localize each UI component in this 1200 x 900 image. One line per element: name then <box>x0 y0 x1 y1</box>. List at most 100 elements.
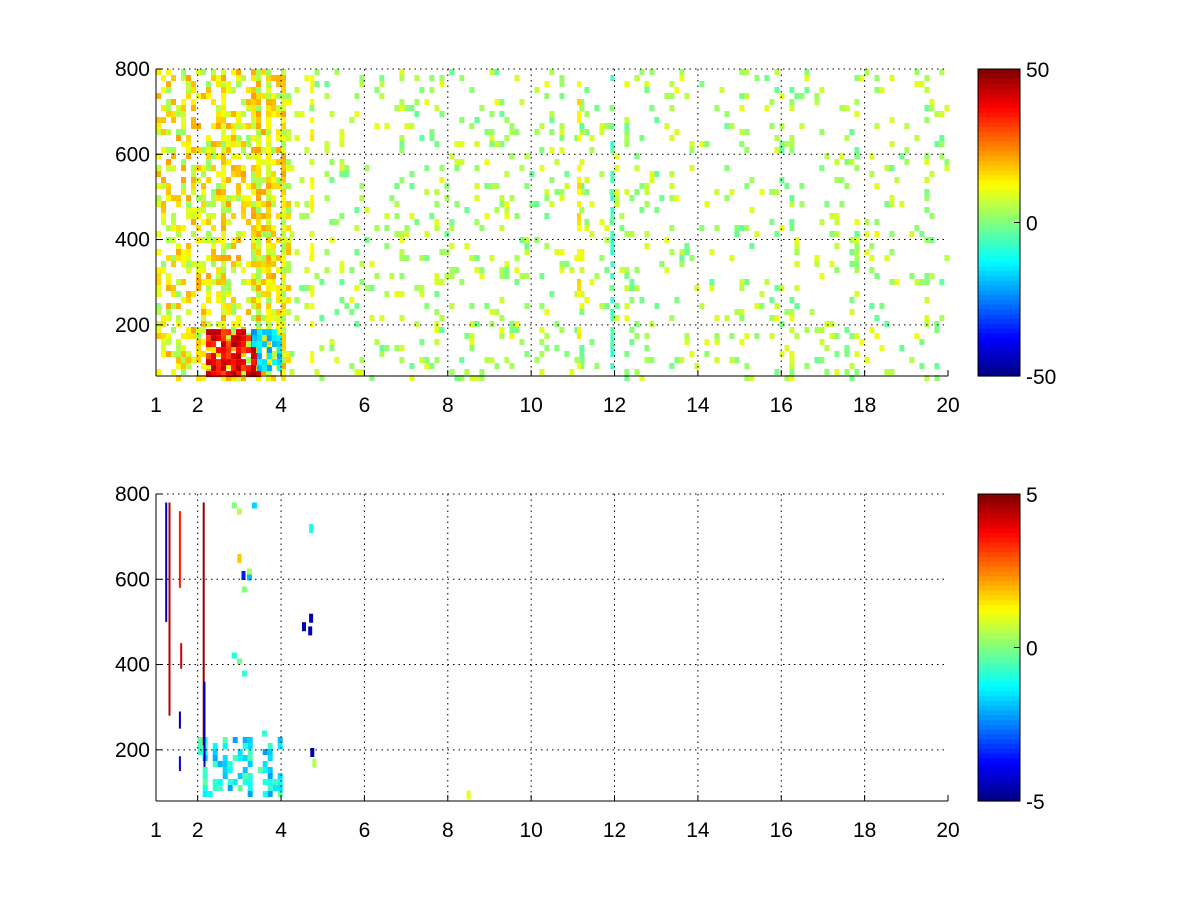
heatmap-cell <box>161 75 166 81</box>
x-tick-label: 16 <box>770 819 793 842</box>
heatmap-cell <box>232 779 238 785</box>
heatmap-cell <box>231 243 236 249</box>
colorbar-segment <box>978 83 1020 89</box>
heatmap-cell <box>237 749 243 755</box>
heatmap-cell <box>919 231 925 237</box>
heatmap-cell <box>231 371 236 378</box>
heatmap-cell <box>281 249 286 255</box>
heatmap-cell <box>226 123 231 129</box>
heatmap-cell <box>434 279 440 285</box>
heatmap-cell <box>161 219 166 225</box>
colorbar-segment <box>978 184 1020 190</box>
heatmap-cell <box>384 123 390 129</box>
heatmap-cell <box>614 303 620 309</box>
heatmap-cell <box>256 371 261 378</box>
heatmap-cell <box>231 141 236 147</box>
heatmap-cell <box>216 255 221 261</box>
heatmap-cell <box>231 365 236 372</box>
heatmap-cell <box>281 195 286 201</box>
heatmap-cell <box>814 99 820 105</box>
heatmap-spot <box>237 554 242 563</box>
heatmap-cell <box>919 339 925 345</box>
heatmap-cell <box>814 327 820 333</box>
heatmap-cell <box>266 201 271 207</box>
colorbar-segment <box>978 561 1020 567</box>
heatmap-cell <box>579 309 585 315</box>
heatmap-cell <box>829 213 835 219</box>
heatmap-cell <box>266 225 271 231</box>
heatmap-cell <box>874 219 880 225</box>
heatmap-cell <box>221 129 226 135</box>
heatmap-cell <box>449 219 455 225</box>
heatmap-cell <box>241 177 246 183</box>
heatmap-cell <box>231 195 236 201</box>
heatmap-cell <box>814 255 820 261</box>
heatmap-cell <box>281 357 286 363</box>
heatmap-cell <box>221 249 226 255</box>
heatmap-cell <box>539 369 545 375</box>
heatmap-cell <box>514 321 520 327</box>
heatmap-cell <box>266 165 271 171</box>
heatmap-cell <box>629 297 635 303</box>
heatmap-cell <box>474 117 480 123</box>
heatmap-cell <box>246 99 251 105</box>
heatmap-cell <box>854 165 860 171</box>
heatmap-cell <box>201 321 206 327</box>
heatmap-cell <box>714 315 720 321</box>
heatmap-cell <box>604 123 610 129</box>
heatmap-cell <box>579 255 585 261</box>
heatmap-cell <box>191 207 196 213</box>
heatmap-cell <box>614 195 620 201</box>
heatmap-cell <box>829 261 835 267</box>
heatmap-cell <box>909 231 915 237</box>
heatmap-cell <box>459 117 465 123</box>
colorbar-segment <box>978 633 1020 639</box>
heatmap-cell <box>414 111 420 117</box>
heatmap-cell <box>271 177 276 183</box>
heatmap-cell <box>281 243 286 249</box>
heatmap-cell <box>754 231 760 237</box>
heatmap-cell <box>854 261 860 267</box>
heatmap-cell <box>166 129 171 135</box>
heatmap-cell <box>534 357 540 363</box>
heatmap-cell <box>829 231 835 237</box>
heatmap-cell <box>222 737 228 743</box>
heatmap-cell <box>281 345 286 351</box>
heatmap-cell <box>212 743 218 749</box>
heatmap-cell <box>267 767 273 773</box>
heatmap-cell <box>281 231 286 237</box>
heatmap-cell <box>247 779 253 785</box>
heatmap-cell <box>584 297 590 303</box>
heatmap-column-cell <box>310 243 315 249</box>
heatmap-cell <box>564 183 570 189</box>
heatmap-cell <box>251 201 256 207</box>
heatmap-cell <box>914 225 920 231</box>
heatmap-column-cell <box>310 81 315 87</box>
heatmap-cell <box>704 339 710 345</box>
heatmap-cell <box>201 69 206 75</box>
heatmap-cell <box>744 333 750 339</box>
colorbar-segment <box>978 685 1020 692</box>
heatmap-column-cell <box>610 243 615 249</box>
heatmap-cell <box>404 255 410 261</box>
heatmap-cell <box>684 243 690 249</box>
heatmap-cell <box>714 357 720 363</box>
heatmap-cell <box>271 159 276 165</box>
heatmap-cell <box>734 309 740 315</box>
heatmap-cell <box>216 267 221 273</box>
colorbar-segment <box>978 179 1020 185</box>
heatmap-cell <box>429 135 435 141</box>
x-tick-label: 4 <box>275 819 287 842</box>
heatmap-cell <box>549 201 555 207</box>
heatmap-cell <box>271 335 277 342</box>
heatmap-cell <box>166 351 171 357</box>
colorbar-segment <box>978 494 1020 500</box>
heatmap-cell <box>176 255 181 261</box>
heatmap-cell <box>834 333 840 339</box>
heatmap-cell <box>849 297 855 303</box>
heatmap-cell <box>251 207 256 213</box>
heatmap-cell <box>246 201 251 207</box>
heatmap-cell <box>749 375 755 381</box>
heatmap-cell <box>504 357 510 363</box>
heatmap-column-cell <box>610 309 615 315</box>
